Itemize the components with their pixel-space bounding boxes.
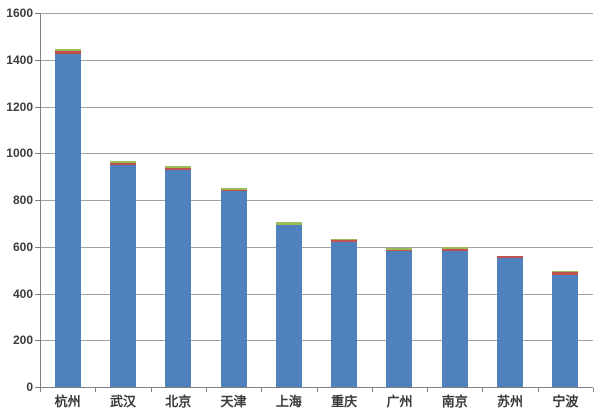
y-tick-label-200: 200: [12, 333, 33, 348]
x-tick-mark: [537, 388, 539, 392]
bar-segment-series3-广州: [386, 247, 413, 251]
x-tick-mark: [593, 388, 594, 392]
bar-cell-苏州: [482, 13, 537, 387]
bar-segment-series1-广州: [386, 250, 413, 387]
y-tick-label-400: 400: [12, 286, 33, 301]
bar-segment-series2-南京: [441, 249, 468, 252]
stacked-bar-杭州: [54, 49, 81, 387]
bar-cell-天津: [206, 13, 261, 387]
bar-segment-series2-北京: [165, 167, 192, 171]
stacked-bar-南京: [441, 247, 468, 387]
y-tick-mark: [35, 106, 40, 108]
gridline-600: [40, 246, 593, 248]
y-tick-label-1000: 1000: [6, 146, 33, 161]
bar-cell-重庆: [317, 13, 372, 387]
bar-cell-北京: [151, 13, 206, 387]
x-tick-mark: [150, 388, 152, 392]
bar-cell-武汉: [95, 13, 150, 387]
bar-segment-series3-南京: [441, 247, 468, 250]
gridline-1000: [40, 153, 593, 155]
x-tick-mark: [316, 388, 318, 392]
y-tick-label-800: 800: [12, 193, 33, 207]
bar-segment-series1-重庆: [331, 241, 358, 387]
y-axis-line: [40, 13, 41, 392]
x-tick-mark: [427, 388, 429, 392]
y-tick-label-0: 0: [26, 380, 33, 394]
y-tick-label-600: 600: [12, 239, 33, 254]
y-tick-mark: [35, 387, 40, 388]
stacked-bar-宁波: [552, 270, 579, 387]
bar-segment-series3-杭州: [54, 49, 81, 52]
x-tick-label-南京: 南京: [441, 394, 468, 409]
bar-segment-series1-苏州: [497, 258, 524, 387]
x-tick-label-广州: 广州: [386, 394, 413, 409]
bar-cell-杭州: [40, 13, 95, 387]
bar-segment-series2-上海: [275, 224, 302, 226]
stacked-bar-北京: [165, 165, 192, 387]
y-tick-mark: [35, 13, 40, 14]
x-tick-mark: [482, 388, 484, 392]
x-tick-mark: [40, 388, 41, 392]
y-tick-mark: [35, 200, 40, 201]
y-tick-mark: [35, 293, 40, 295]
y-tick-mark: [35, 340, 40, 342]
stacked-bar-上海: [275, 222, 302, 387]
gridline-800: [40, 200, 593, 201]
gridline-1400: [40, 59, 593, 61]
bar-segment-series2-苏州: [497, 256, 524, 259]
bar-cell-广州: [372, 13, 427, 387]
stacked-bar-武汉: [109, 161, 136, 387]
bar-segment-series1-天津: [220, 191, 247, 387]
stacked-bar-苏州: [497, 255, 524, 387]
plot-area: [40, 13, 593, 387]
y-tick-mark: [35, 153, 40, 155]
bar-segment-series2-武汉: [109, 162, 136, 165]
bar-segment-series1-武汉: [109, 164, 136, 387]
gridline-1200: [40, 106, 593, 108]
x-tick-mark: [371, 388, 373, 392]
stacked-bar-天津: [220, 188, 247, 387]
gridline-1600: [40, 13, 593, 14]
bar-segment-series2-重庆: [331, 239, 358, 242]
y-tick-label-1200: 1200: [6, 99, 33, 114]
bar-segment-series2-宁波: [552, 272, 579, 275]
bar-segment-series1-宁波: [552, 274, 579, 387]
y-tick-mark: [35, 59, 40, 61]
bar-segment-series1-北京: [165, 170, 192, 387]
bar-segment-series3-北京: [165, 165, 192, 168]
bar-segment-series1-杭州: [54, 53, 81, 387]
bar-segment-series2-杭州: [54, 51, 81, 54]
x-tick-label-宁波: 宁波: [552, 394, 579, 409]
bar-segment-series2-天津: [220, 190, 247, 192]
bar-segment-series3-宁波: [552, 270, 579, 273]
bar-segment-series1-南京: [441, 251, 468, 387]
y-tick-label-1600: 1600: [6, 6, 33, 20]
x-tick-label-杭州: 杭州: [54, 394, 81, 409]
x-tick-label-北京: 北京: [165, 394, 192, 409]
bar-cell-南京: [427, 13, 482, 387]
y-tick-mark: [35, 246, 40, 248]
x-tick-label-苏州: 苏州: [497, 394, 524, 409]
gridline-400: [40, 293, 593, 295]
x-tick-label-天津: 天津: [220, 394, 247, 409]
bar-segment-series3-天津: [220, 188, 247, 191]
gridline-200: [40, 340, 593, 342]
x-tick-label-重庆: 重庆: [331, 394, 358, 409]
bar-cell-上海: [261, 13, 316, 387]
x-tick-label-武汉: 武汉: [109, 394, 136, 409]
x-tick-mark: [95, 388, 97, 392]
x-axis-line: [40, 387, 593, 388]
x-tick-mark: [261, 388, 263, 392]
bar-segment-series3-上海: [275, 222, 302, 225]
y-tick-label-1400: 1400: [6, 52, 33, 67]
stacked-bar-广州: [386, 247, 413, 387]
stacked-bar-重庆: [331, 239, 358, 387]
x-tick-label-上海: 上海: [275, 394, 302, 409]
x-tick-mark: [205, 388, 207, 392]
bar-cell-宁波: [538, 13, 593, 387]
bar-segment-series1-上海: [275, 225, 302, 387]
bar-segment-series3-武汉: [109, 161, 136, 163]
